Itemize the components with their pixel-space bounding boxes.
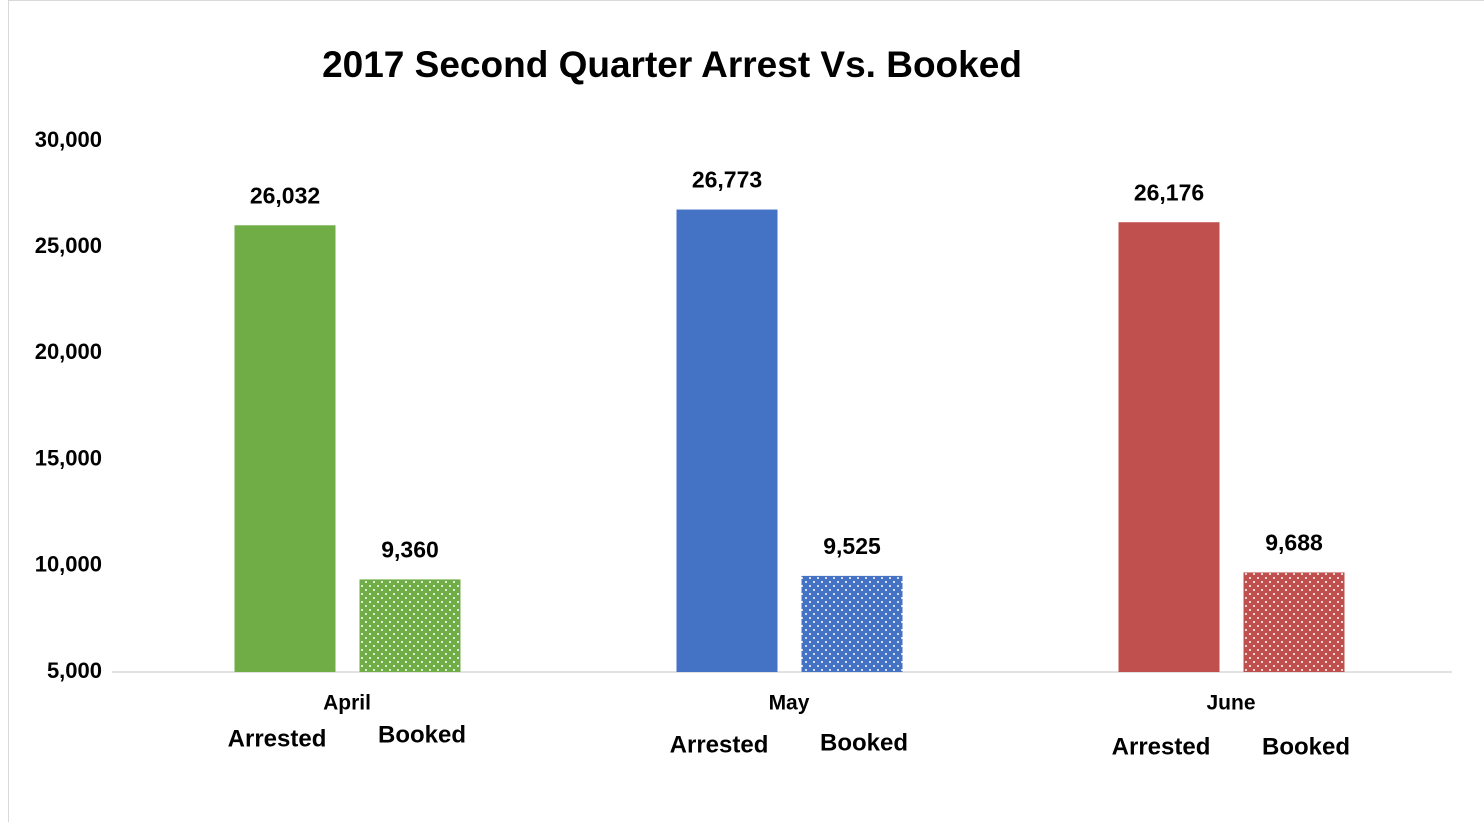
y-tick-label: 30,000 bbox=[35, 127, 102, 152]
data-label: 26,176 bbox=[1134, 179, 1204, 205]
y-tick-label: 20,000 bbox=[35, 339, 102, 364]
y-tick-label: 25,000 bbox=[35, 233, 102, 258]
bar bbox=[234, 225, 336, 672]
series-label: Arrested bbox=[1112, 733, 1211, 760]
series-label: Arrested bbox=[228, 725, 327, 752]
x-tick-label: May bbox=[769, 692, 810, 715]
bar bbox=[359, 579, 461, 672]
bar bbox=[676, 209, 778, 672]
data-label: 9,360 bbox=[381, 536, 439, 562]
x-tick-label: April bbox=[323, 692, 371, 715]
data-label: 9,688 bbox=[1265, 530, 1323, 556]
y-tick-label: 5,000 bbox=[47, 658, 102, 683]
bar bbox=[801, 575, 903, 672]
y-tick-label: 15,000 bbox=[35, 445, 102, 470]
series-label: Arrested bbox=[670, 731, 769, 758]
x-tick-label: June bbox=[1206, 692, 1255, 715]
series-label: Booked bbox=[1262, 733, 1350, 760]
data-label: 26,032 bbox=[250, 182, 320, 208]
y-tick-label: 10,000 bbox=[35, 552, 102, 577]
series-label: Booked bbox=[820, 729, 908, 756]
series-label: Booked bbox=[378, 721, 466, 748]
bar bbox=[1118, 222, 1220, 673]
data-label: 9,525 bbox=[823, 533, 881, 559]
chart-title: 2017 Second Quarter Arrest Vs. Booked bbox=[322, 44, 1022, 85]
data-label: 26,773 bbox=[692, 167, 762, 193]
bar bbox=[1243, 572, 1345, 672]
